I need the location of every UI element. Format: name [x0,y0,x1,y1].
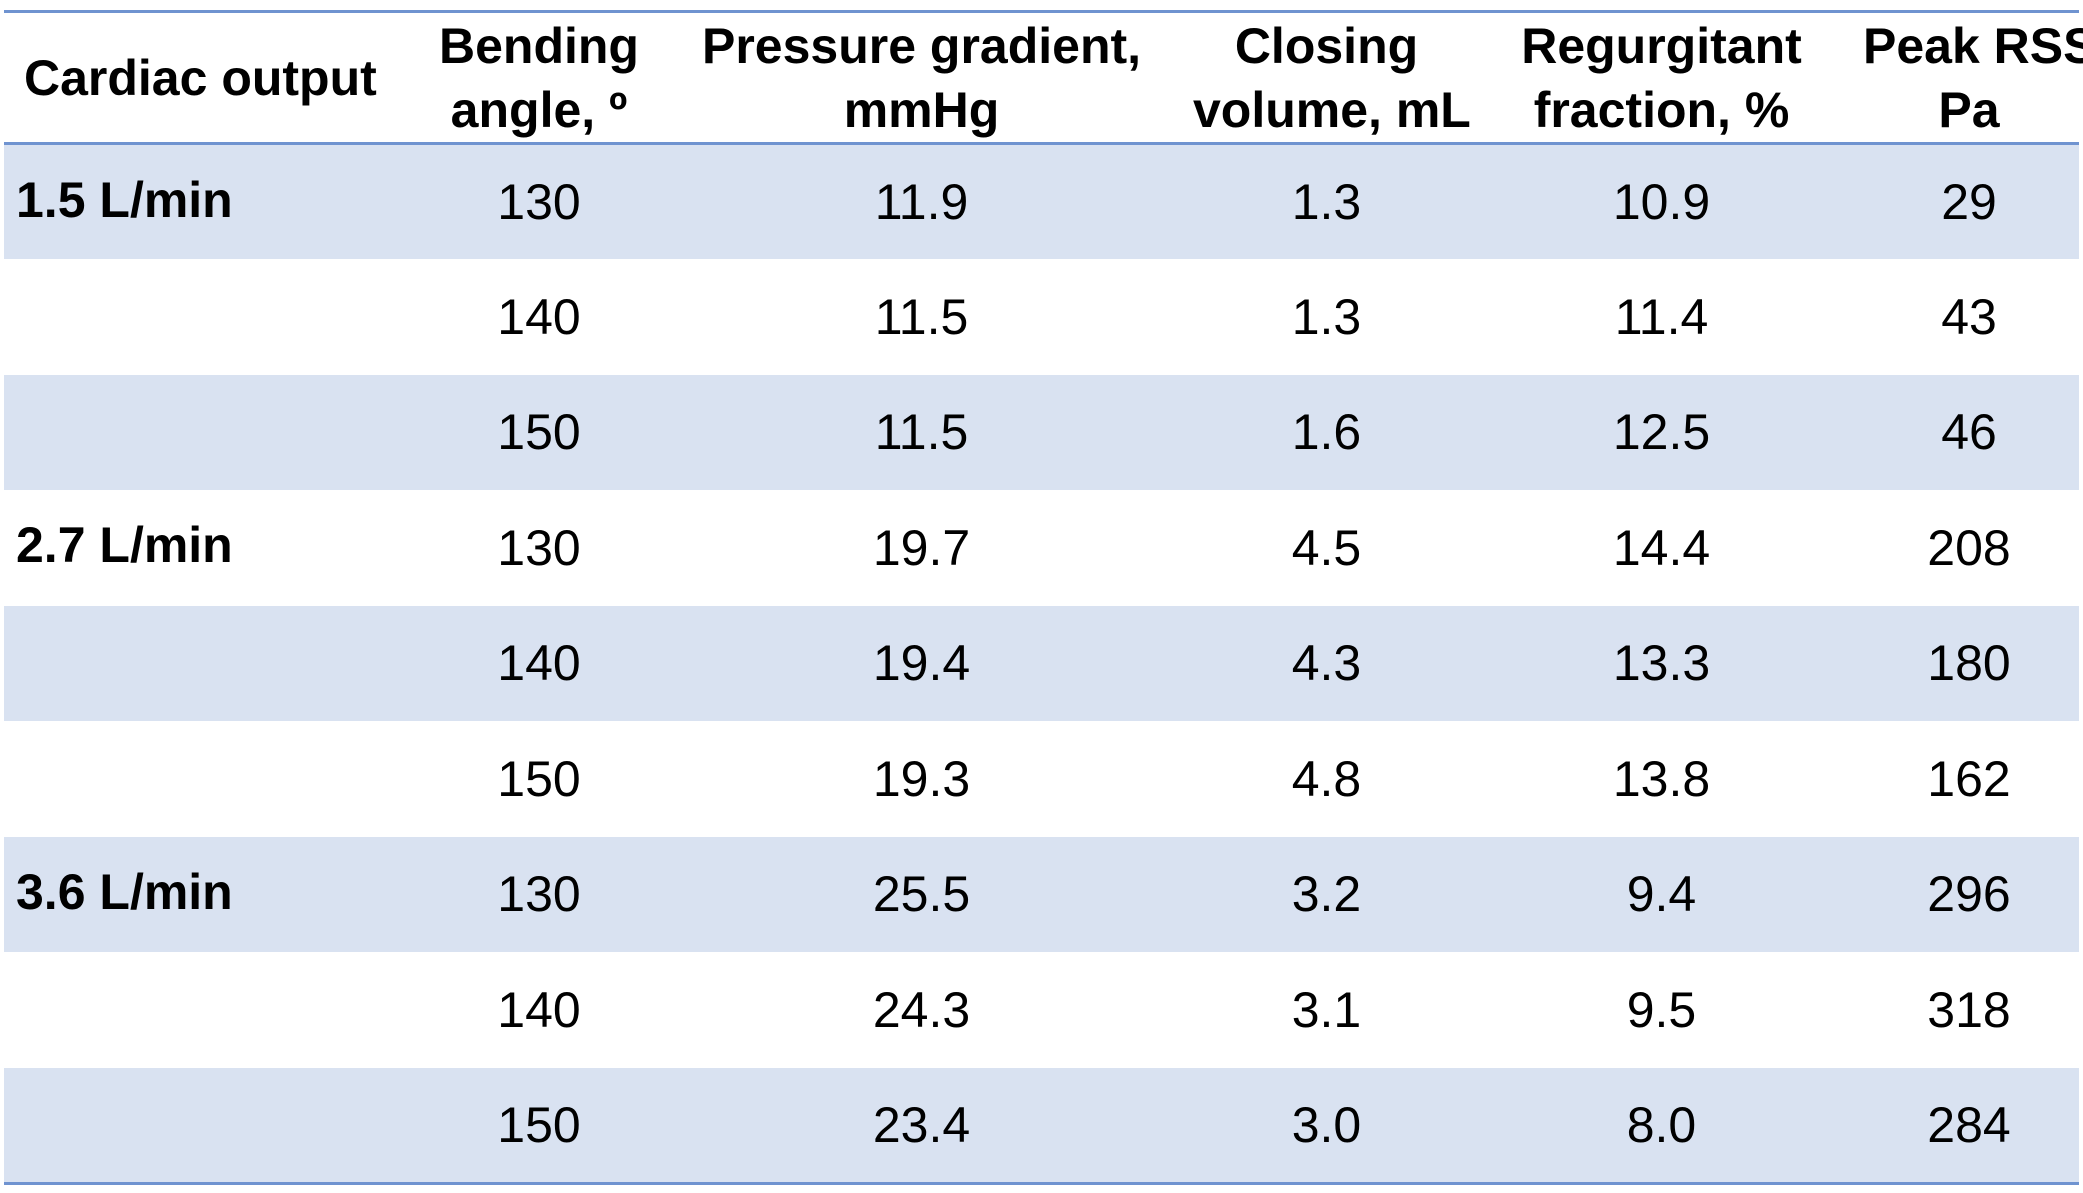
cell-closing-volume: 3.0 [1189,1067,1464,1185]
cell-pressure-gradient: 25.5 [654,836,1189,952]
table-row: 140 24.3 3.1 9.5 318 [4,952,2079,1068]
table-row: 1.5 L/min 130 11.9 1.3 10.9 29 [4,143,2079,259]
cell-bending-angle: 140 [424,605,654,721]
cell-regurgitant-fraction: 12.5 [1464,374,1859,490]
table-row: 140 11.5 1.3 11.4 43 [4,259,2079,375]
cell-peak-rss: 208 [1927,519,2011,576]
header-closing-volume: Closing volume, mL [1189,10,1471,145]
table-header: Cardiac output Bending angle, º Pressure… [4,10,2083,145]
data-table: Cardiac output Bending angle, º Pressure… [4,10,2083,1185]
cell-bending-angle: 150 [497,750,581,807]
cell-pressure-gradient: 19.4 [654,605,1189,721]
cell-pressure-gradient: 19.7 [872,519,971,576]
cell-pressure-gradient: 23.4 [654,1067,1189,1185]
table-row: 3.6 L/min 130 25.5 3.2 9.4 296 [4,836,2079,952]
cell-cardiac-output: 1.5 L/min [4,143,424,259]
cell-closing-volume: 1.3 [1189,143,1464,259]
header-bending-angle: Bending angle, º [424,10,654,145]
cell-pressure-gradient: 11.5 [654,374,1189,490]
cell-regurgitant-fraction: 11.4 [1614,288,1709,345]
table-body: 1.5 L/min 130 11.9 1.3 10.9 29 140 11.5 … [4,143,2079,1185]
cell-bending-angle: 130 [424,143,654,259]
header-bending-angle-line1: Bending [439,17,639,74]
header-peak-rss-line1: Peak RSS, [1863,17,2083,74]
header-closing-volume-line2: volume, mL [1193,81,1471,138]
header-closing-volume-line1: Closing [1234,17,1419,74]
cell-regurgitant-fraction: 14.4 [1612,519,1711,576]
cell-regurgitant-fraction: 10.9 [1464,143,1859,259]
cell-cardiac-output [4,952,424,1068]
cell-regurgitant-fraction: 8.0 [1464,1067,1859,1185]
table-row: 150 23.4 3.0 8.0 284 [4,1067,2079,1185]
cell-pressure-gradient: 24.3 [872,981,971,1038]
header-peak-rss: Peak RSS, Pa [1859,10,2083,145]
cell-bending-angle: 130 [424,836,654,952]
cell-bending-angle: 140 [497,981,581,1038]
header-pressure-gradient-line1: Pressure gradient, [701,17,1142,74]
table-row: 140 19.4 4.3 13.3 180 [4,605,2079,721]
cell-closing-volume: 1.3 [1291,288,1362,345]
header-bending-angle-line2: angle, º [450,81,628,138]
table-row: 2.7 L/min 130 19.7 4.5 14.4 208 [4,490,2079,606]
header-peak-rss-line2: Pa [1938,81,2000,138]
cell-bending-angle: 140 [497,288,581,345]
cell-peak-rss: 43 [1941,288,1997,345]
cell-cardiac-output [4,721,424,837]
cell-regurgitant-fraction: 9.5 [1626,981,1697,1038]
cell-closing-volume: 4.3 [1189,605,1464,721]
cell-peak-rss: 46 [1859,374,2079,490]
data-table-container: Cardiac output Bending angle, º Pressure… [4,10,2083,1185]
cell-bending-angle: 150 [424,374,654,490]
header-regurgitant-fraction: Regurgitant fraction, % [1464,10,1859,145]
cell-cardiac-output: 2.7 L/min [16,517,233,573]
cell-bending-angle: 150 [424,1067,654,1185]
header-row: Cardiac output Bending angle, º Pressure… [4,10,2083,145]
cell-regurgitant-fraction: 13.3 [1464,605,1859,721]
header-cardiac-output: Cardiac output [4,10,424,145]
cell-regurgitant-fraction: 13.8 [1612,750,1711,807]
cell-closing-volume: 3.1 [1291,981,1362,1038]
cell-closing-volume: 4.8 [1291,750,1362,807]
table-row: 150 11.5 1.6 12.5 46 [4,374,2079,490]
cell-peak-rss: 180 [1859,605,2079,721]
header-regurgitant-fraction-line2: fraction, % [1533,81,1790,138]
cell-closing-volume: 3.2 [1189,836,1464,952]
cell-bending-angle: 130 [497,519,581,576]
cell-closing-volume: 1.6 [1189,374,1464,490]
cell-peak-rss: 284 [1859,1067,2079,1185]
header-pressure-gradient-line2: mmHg [843,81,1000,138]
cell-pressure-gradient: 19.3 [872,750,971,807]
cell-peak-rss: 29 [1859,143,2079,259]
cell-peak-rss: 296 [1859,836,2079,952]
header-cardiac-output-text: Cardiac output [24,49,377,106]
cell-peak-rss: 162 [1927,750,2011,807]
cell-cardiac-output [4,374,424,490]
cell-pressure-gradient: 11.9 [654,143,1189,259]
table-row: 150 19.3 4.8 13.8 162 [4,721,2079,837]
cell-cardiac-output [4,1067,424,1185]
cell-peak-rss: 318 [1927,981,2011,1038]
cell-cardiac-output [4,259,424,375]
header-regurgitant-fraction-line1: Regurgitant [1521,17,1802,74]
cell-regurgitant-fraction: 9.4 [1464,836,1859,952]
cell-pressure-gradient: 11.5 [874,288,969,345]
cell-cardiac-output [4,605,424,721]
cell-cardiac-output: 3.6 L/min [4,836,424,952]
header-pressure-gradient: Pressure gradient, mmHg [654,10,1189,145]
cell-closing-volume: 4.5 [1291,519,1362,576]
